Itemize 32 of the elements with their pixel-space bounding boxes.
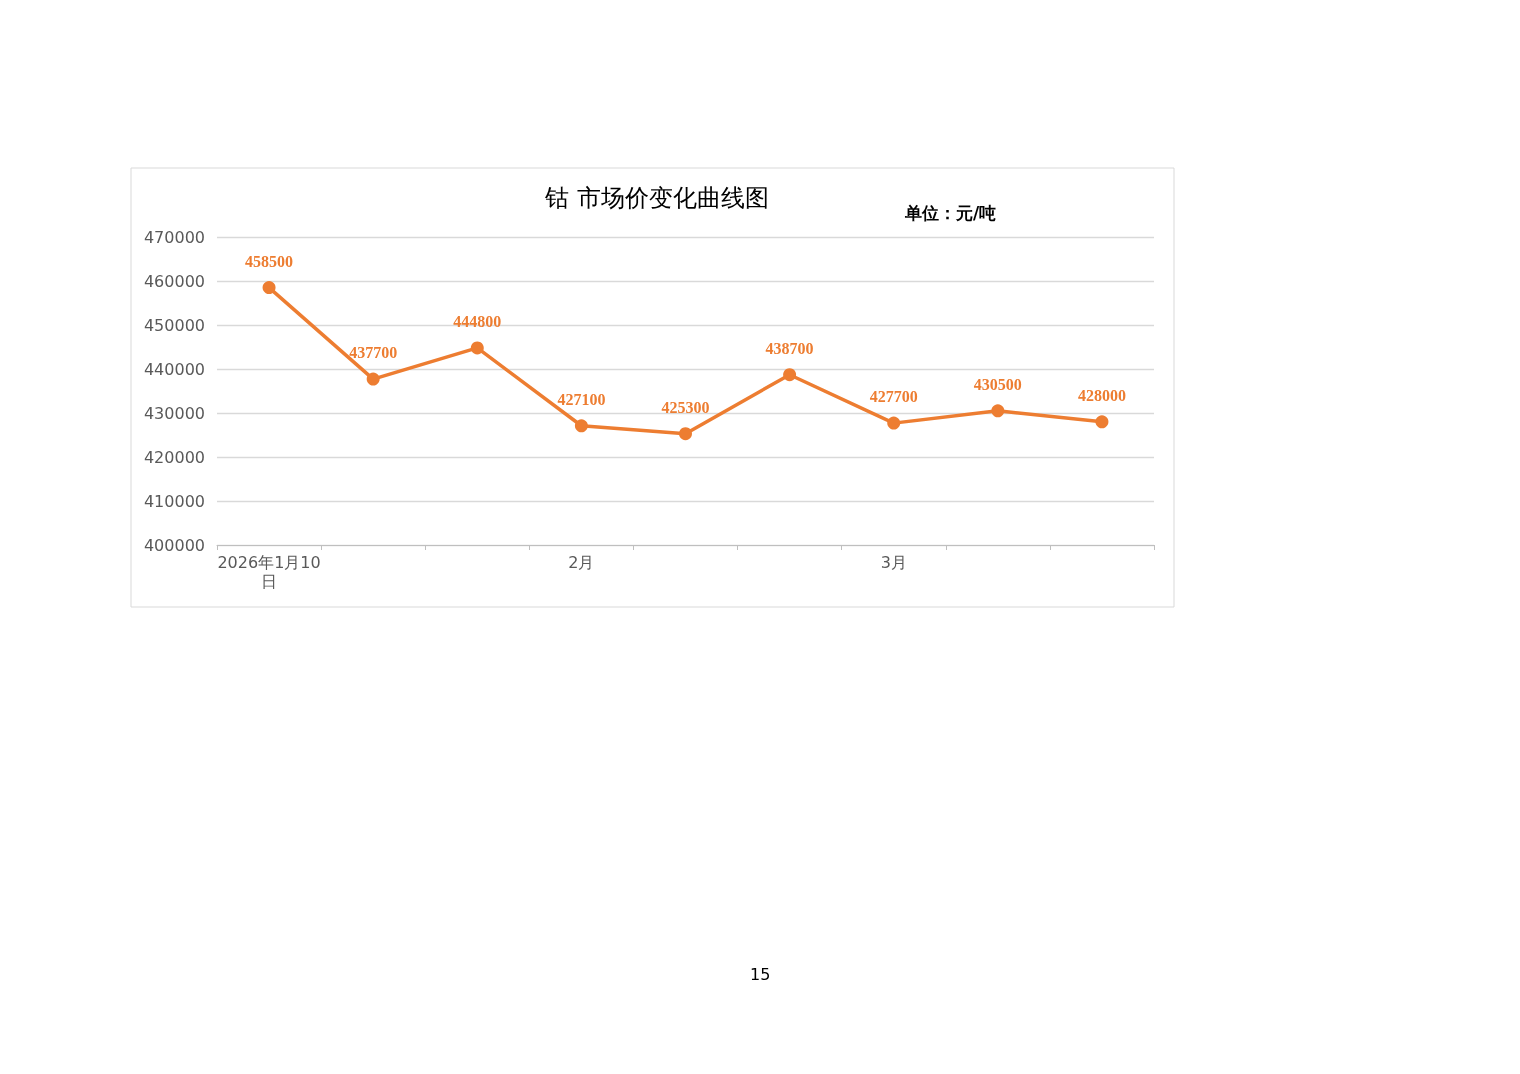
x-tick-label: 3月: [880, 553, 907, 572]
point: [262, 281, 276, 295]
y-tick-label: 400000: [143, 535, 205, 555]
data-label: 444800: [453, 312, 502, 330]
y-tick-label: 430000: [143, 403, 205, 423]
x-tick-label: 2月: [568, 553, 595, 572]
x-tick-label: 2026年1月10日: [217, 553, 321, 591]
point: [470, 341, 484, 355]
data-label: 437700: [349, 344, 398, 362]
data-label: 427700: [869, 388, 918, 406]
data-label: 438700: [765, 339, 814, 357]
point: [991, 404, 1005, 418]
data-label: 425300: [661, 398, 710, 416]
point: [574, 419, 588, 433]
point: [783, 368, 797, 382]
point: [887, 416, 901, 430]
data-label: 430500: [973, 375, 1022, 393]
point: [679, 427, 692, 441]
y-tick-label: 450000: [143, 315, 205, 335]
y-tick-label: 410000: [143, 491, 205, 511]
point: [366, 372, 380, 386]
point: [1095, 415, 1109, 429]
data-label: 458500: [245, 252, 294, 270]
y-tick-label: 470000: [143, 227, 205, 247]
data-label: 427100: [557, 390, 606, 408]
chart-title: 钴 市场价变化曲线图: [544, 184, 769, 212]
y-tick-label: 420000: [143, 447, 205, 467]
y-tick-label: 440000: [143, 359, 205, 379]
y-tick-label: 460000: [143, 271, 205, 291]
data-label: 428000: [1077, 386, 1126, 404]
text: 15: [750, 964, 771, 984]
text: 单位：元/吨: [904, 202, 997, 223]
